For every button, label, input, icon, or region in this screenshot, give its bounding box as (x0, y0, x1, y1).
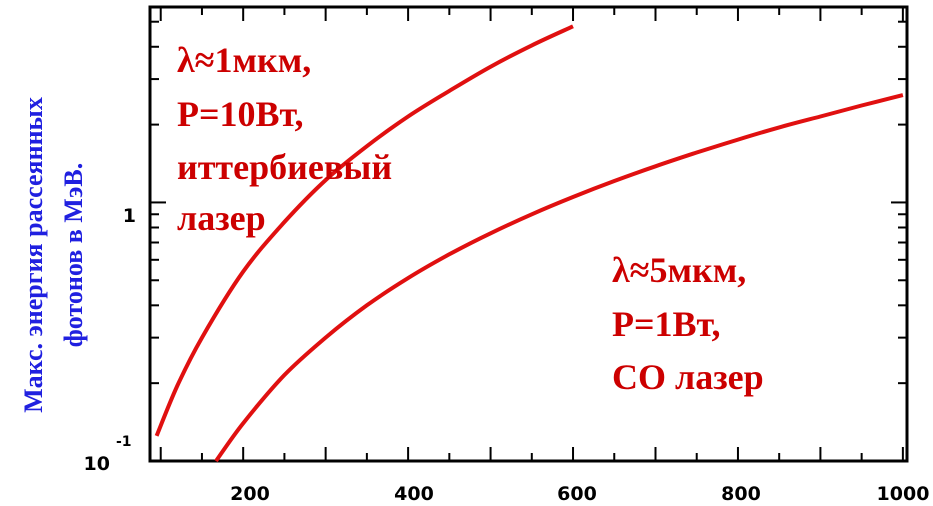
y-axis-title: Макс. энергия рассеянных фотонов в МэВ. (19, 97, 88, 413)
annotation-2-line-1: λ≈5мкм, (612, 250, 746, 290)
y-tick-labels: 1 10 -1 (84, 205, 136, 475)
x-tick-label-200: 200 (230, 483, 270, 505)
x-tick-label-1000: 1000 (877, 483, 930, 505)
annotation-1-line-3: иттербиевый (177, 147, 392, 187)
annotation-1-line-1: λ≈1мкм, (177, 40, 311, 80)
x-tick-label-400: 400 (394, 483, 434, 505)
axis-ticks (150, 7, 907, 462)
y-tick-label-1: 1 (123, 205, 136, 227)
y-axis-title-line-2: фотонов в МэВ. (59, 163, 88, 347)
series-line-1 (154, 24, 574, 437)
x-tick-labels: 200 400 600 800 1000 (230, 483, 929, 505)
annotation-2-line-2: P=1Вт, (612, 304, 721, 344)
x-tick-label-600: 600 (557, 483, 597, 505)
plot-frame (148, 5, 909, 463)
data-series (154, 24, 904, 463)
annotation-1-line-2: P=10Вт, (177, 94, 304, 134)
annotation-co-laser: λ≈5мкм, P=1Вт, CO лазер (612, 250, 764, 397)
annotation-2-line-3: CO лазер (612, 357, 764, 397)
series-line-2 (214, 93, 904, 463)
y-tick-label-exponent: -1 (116, 434, 132, 450)
annotation-1-line-4: лазер (177, 198, 266, 238)
y-tick-label-10: 10 (84, 453, 110, 475)
y-axis-title-line-1: Макс. энергия рассеянных (19, 97, 48, 413)
x-tick-label-800: 800 (721, 483, 761, 505)
annotation-ytterbium-laser: λ≈1мкм, P=10Вт, иттербиевый лазер (177, 40, 392, 238)
